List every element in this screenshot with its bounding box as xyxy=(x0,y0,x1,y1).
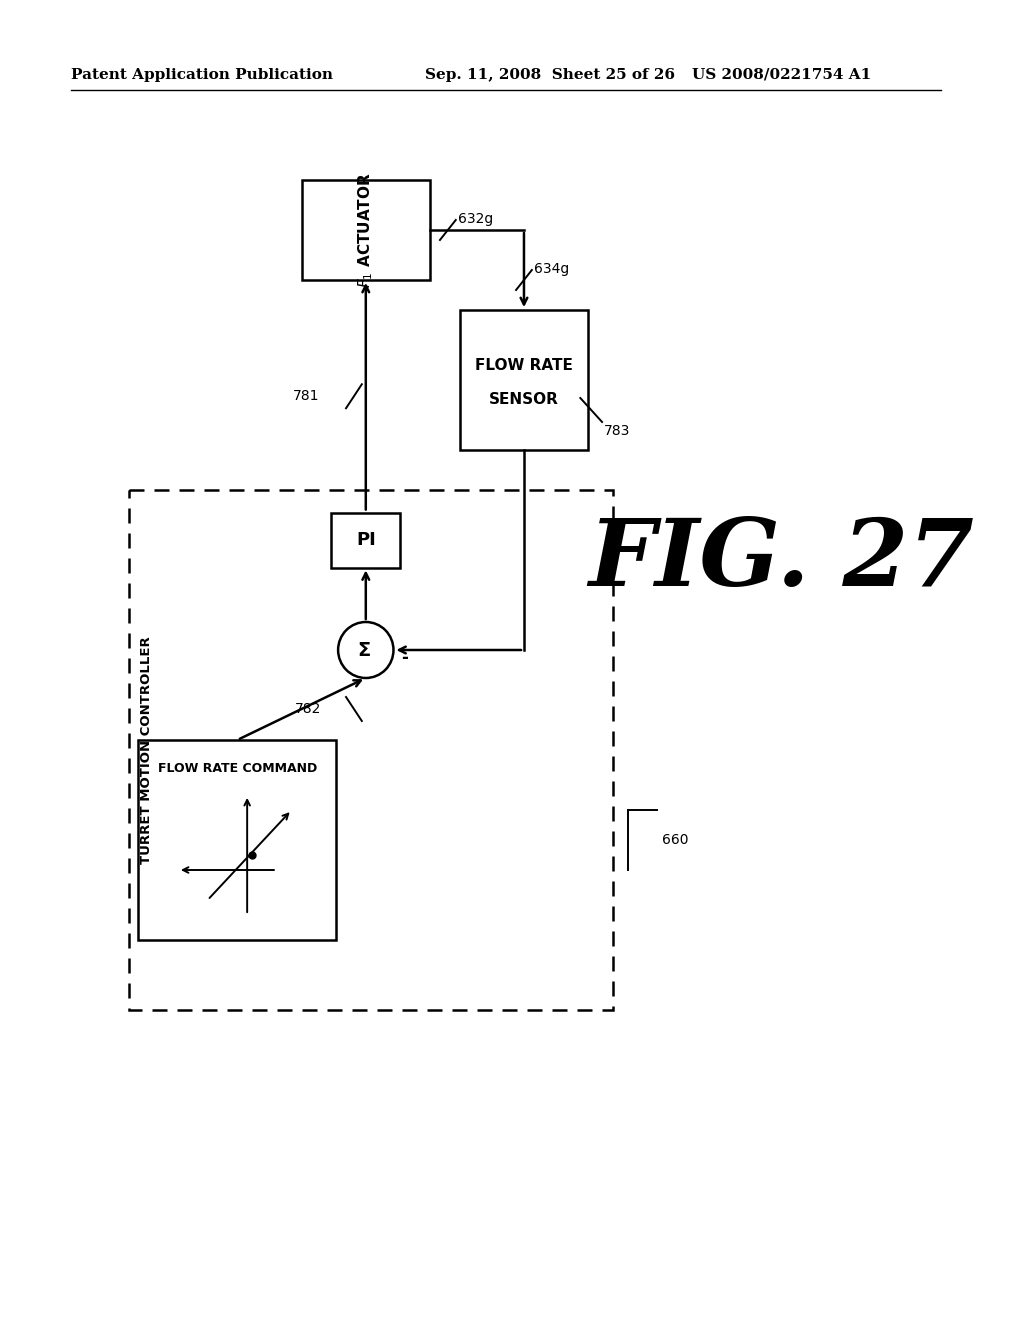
Bar xyxy=(460,310,588,450)
Text: TURRET MOTION CONTROLLER: TURRET MOTION CONTROLLER xyxy=(140,636,153,863)
Text: FIG. 27: FIG. 27 xyxy=(588,515,974,605)
Text: -: - xyxy=(401,649,409,667)
Text: 660: 660 xyxy=(663,833,689,847)
Text: $F_1$ ACTUATOR: $F_1$ ACTUATOR xyxy=(356,172,375,288)
Text: FLOW RATE: FLOW RATE xyxy=(475,358,572,372)
Text: 783: 783 xyxy=(604,424,631,438)
Text: US 2008/0221754 A1: US 2008/0221754 A1 xyxy=(692,69,871,82)
Text: 782: 782 xyxy=(295,702,322,715)
Text: SENSOR: SENSOR xyxy=(489,392,559,408)
Text: FLOW RATE COMMAND: FLOW RATE COMMAND xyxy=(158,762,316,775)
Text: Σ: Σ xyxy=(357,642,371,660)
Text: 634g: 634g xyxy=(534,261,569,276)
Bar xyxy=(138,741,336,940)
Text: PI: PI xyxy=(356,531,376,549)
Circle shape xyxy=(338,622,393,678)
Bar xyxy=(129,490,613,1010)
Text: Patent Application Publication: Patent Application Publication xyxy=(72,69,333,82)
Text: 781: 781 xyxy=(293,389,319,403)
Text: 632g: 632g xyxy=(458,213,493,226)
Bar xyxy=(331,512,400,568)
Bar xyxy=(301,180,430,280)
Text: Sep. 11, 2008  Sheet 25 of 26: Sep. 11, 2008 Sheet 25 of 26 xyxy=(425,69,675,82)
